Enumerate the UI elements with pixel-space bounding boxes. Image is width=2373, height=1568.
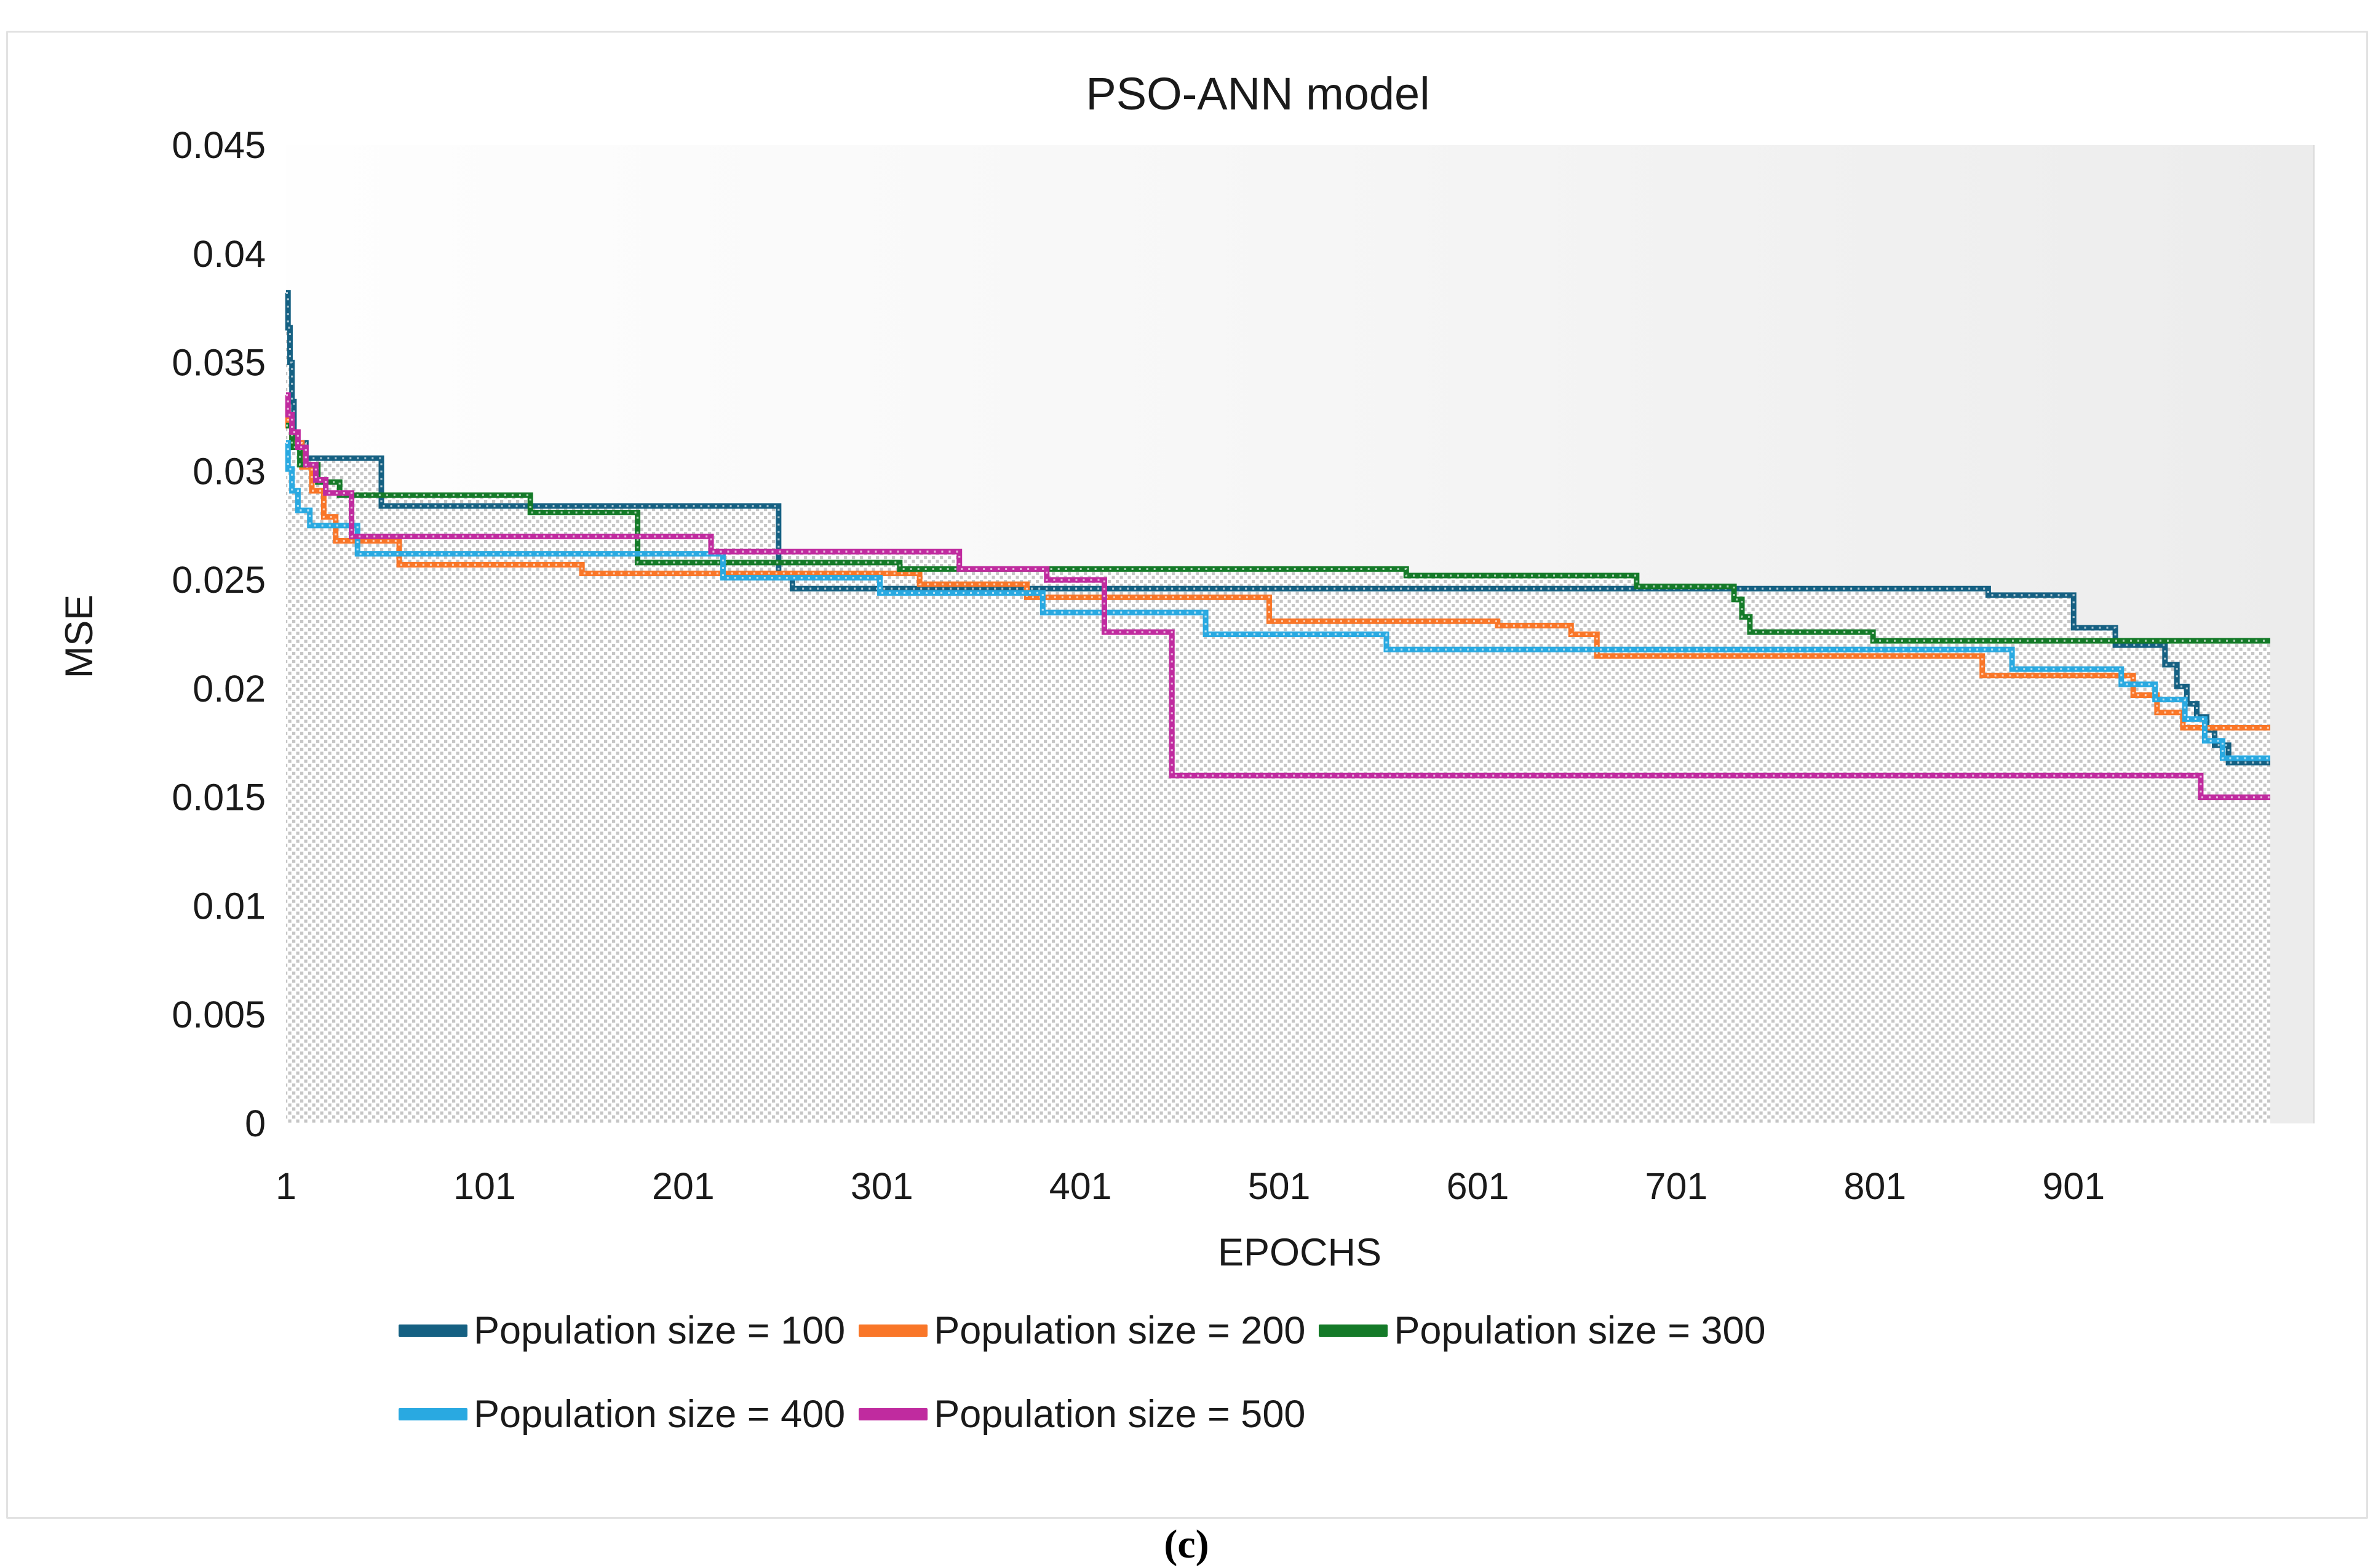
y-tick-label: 0.045 — [172, 124, 266, 166]
legend-swatch-icon — [1319, 1324, 1388, 1337]
y-tick-label: 0.02 — [193, 668, 266, 710]
legend-swatch-icon — [859, 1324, 928, 1337]
y-tick-label: 0.025 — [172, 559, 266, 601]
x-tick-label: 601 — [1447, 1165, 1509, 1207]
legend-swatch-icon — [859, 1408, 928, 1420]
legend-label: Population size = 200 — [934, 1309, 1306, 1352]
x-tick-label: 501 — [1248, 1165, 1311, 1207]
legend-swatch-icon — [399, 1408, 467, 1420]
x-tick-label: 701 — [1645, 1165, 1708, 1207]
x-axis-title: EPOCHS — [1218, 1231, 1381, 1274]
legend-row-1: Population size = 100 Population size = 2… — [399, 1309, 1766, 1353]
x-tick-label: 1 — [276, 1165, 296, 1207]
legend-swatch-icon — [399, 1324, 467, 1337]
legend-item-1: Population size = 100 — [399, 1309, 845, 1353]
x-tick-label: 401 — [1049, 1165, 1112, 1207]
y-tick-label: 0.005 — [172, 994, 266, 1035]
legend-item-2: Population size = 200 — [859, 1309, 1305, 1353]
y-tick-label: 0.04 — [193, 233, 266, 275]
legend: Population size = 100 Population size = 2… — [399, 1309, 1766, 1436]
x-tick-label: 201 — [652, 1165, 715, 1207]
x-tick-label: 301 — [851, 1165, 913, 1207]
legend-item-3: Population size = 300 — [1319, 1309, 1766, 1353]
x-tick-label: 801 — [1843, 1165, 1906, 1207]
figure-caption: (c) — [1164, 1522, 1209, 1567]
legend-row-2: Population size = 400 Population size = 5… — [399, 1392, 1766, 1436]
x-axis-ticks: 1 101 201 301 401 501 601 701 801 901 — [276, 1165, 2105, 1207]
y-tick-label: 0.03 — [193, 450, 266, 492]
series-line-texture-5 — [286, 394, 2270, 799]
x-tick-label: 901 — [2042, 1165, 2105, 1207]
legend-label: Population size = 300 — [1394, 1309, 1766, 1352]
x-tick-label: 101 — [453, 1165, 516, 1207]
legend-label: Population size = 500 — [934, 1393, 1306, 1436]
y-axis-title: MSE — [58, 595, 101, 679]
y-tick-label: 0.01 — [193, 885, 266, 927]
series-line-4 — [285, 440, 2270, 761]
series-line-texture-3 — [286, 424, 2270, 642]
legend-item-5: Population size = 500 — [859, 1392, 1305, 1436]
chart-title: PSO-ANN model — [1086, 68, 1429, 119]
y-tick-label: 0.015 — [172, 777, 266, 818]
y-tick-label: 0.035 — [172, 342, 266, 384]
y-tick-label: 0 — [245, 1103, 266, 1144]
y-axis-ticks: 0 0.005 0.01 0.015 0.02 0.025 0.03 0.035 0.04 0.0… — [172, 124, 266, 1144]
legend-label: Population size = 100 — [474, 1309, 846, 1352]
series-lines — [285, 290, 2270, 801]
legend-label: Population size = 400 — [474, 1393, 846, 1436]
legend-item-4: Population size = 400 — [399, 1392, 845, 1436]
